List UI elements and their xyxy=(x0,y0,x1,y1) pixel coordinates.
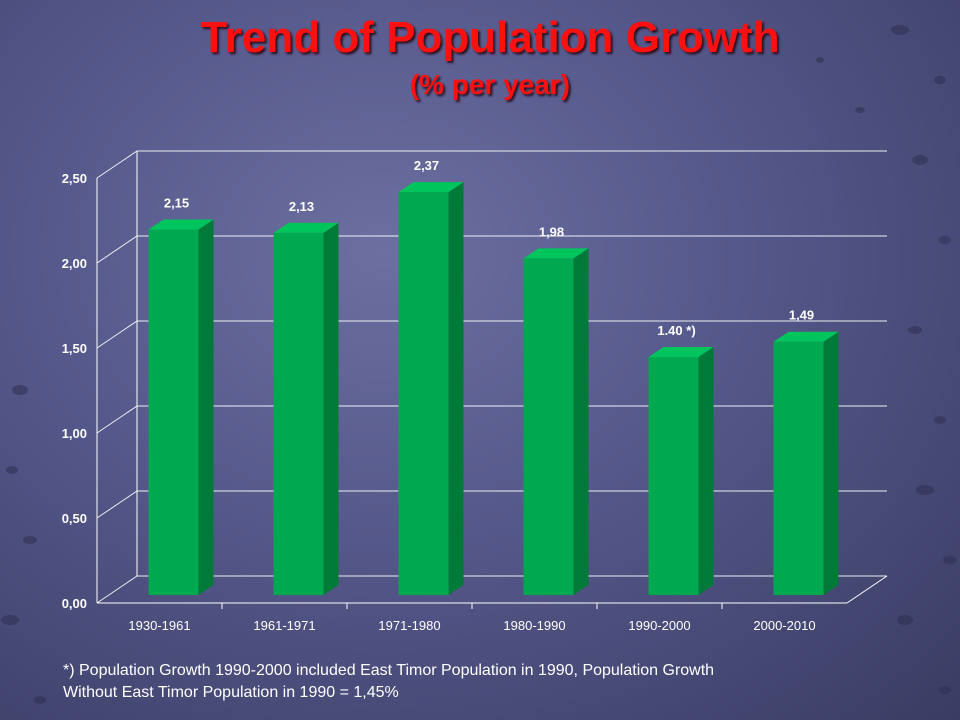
gridline xyxy=(96,235,887,264)
bar-front xyxy=(523,258,574,595)
bar-top xyxy=(273,222,339,233)
y-tick-label: 1,00 xyxy=(62,426,87,441)
bar-side xyxy=(198,219,214,595)
gridline xyxy=(96,150,887,179)
gridline xyxy=(96,575,887,604)
bar xyxy=(773,331,839,595)
bar-top xyxy=(648,347,714,357)
bar xyxy=(148,219,214,595)
bar-front xyxy=(648,357,699,595)
chart-subtitle: (% per year) xyxy=(409,69,571,100)
y-tick-label: 0,50 xyxy=(62,511,87,526)
data-label: 1,49 xyxy=(789,308,814,323)
y-tick-label: 2,50 xyxy=(62,171,87,186)
gridline xyxy=(96,490,887,519)
y-tick-label: 2,00 xyxy=(62,256,87,271)
y-tick-label: 0,00 xyxy=(62,596,87,611)
bar-front xyxy=(273,232,324,595)
data-label: 2,37 xyxy=(414,158,439,173)
bar-top xyxy=(398,182,464,193)
bar-front xyxy=(148,229,199,595)
x-tick-label: 2000-2010 xyxy=(753,618,815,633)
bar xyxy=(523,248,589,595)
data-label: 2,15 xyxy=(164,196,189,211)
footnote: *) Population Growth 1990-2000 included … xyxy=(63,660,883,704)
data-label: 1.40 *) xyxy=(657,323,695,338)
bar xyxy=(398,182,464,595)
floor-right-edge xyxy=(846,575,888,604)
bar-top xyxy=(773,331,839,342)
x-tick-label: 1971-1980 xyxy=(378,618,440,633)
bar xyxy=(648,347,714,595)
bar-front xyxy=(773,341,824,595)
x-tick-label: 1930-1961 xyxy=(128,618,190,633)
gridline xyxy=(96,405,887,434)
footnote-line-1: *) Population Growth 1990-2000 included … xyxy=(63,662,715,679)
bar-side xyxy=(573,248,589,595)
bar-side xyxy=(448,182,464,595)
bar xyxy=(273,222,339,595)
bar-side xyxy=(323,222,339,595)
data-label: 1,98 xyxy=(539,224,564,239)
bar-top xyxy=(148,219,214,230)
gridline xyxy=(96,320,887,349)
footnote-line-2: Without East Timor Population in 1990 = … xyxy=(63,684,399,701)
bar-top xyxy=(523,248,589,259)
chart-title: Trend of Population Growth xyxy=(200,13,780,62)
data-label: 2,13 xyxy=(289,199,314,214)
bar-front xyxy=(398,192,449,595)
x-tick-label: 1990-2000 xyxy=(628,618,690,633)
y-tick-label: 1,50 xyxy=(62,341,87,356)
x-tick-label: 1980-1990 xyxy=(503,618,565,633)
bar-side xyxy=(698,347,714,595)
bar-side xyxy=(823,331,839,595)
x-tick-label: 1961-1971 xyxy=(253,618,315,633)
